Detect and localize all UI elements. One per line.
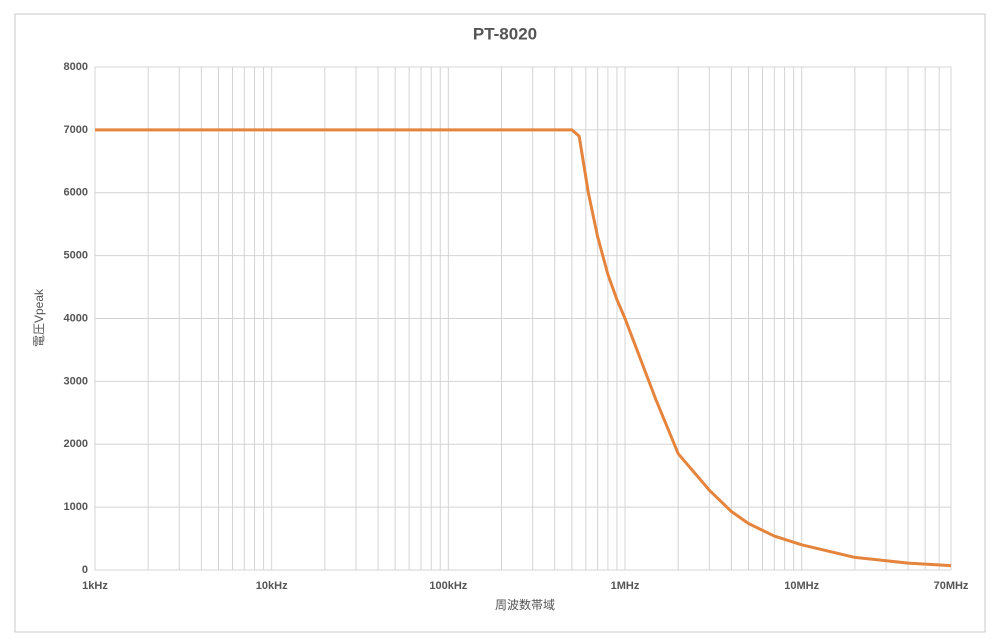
y-tick-label: 3000 — [64, 375, 88, 387]
y-tick-label: 2000 — [64, 438, 88, 450]
y-tick-label: 5000 — [64, 250, 88, 262]
x-tick-label: 70MHz — [934, 580, 969, 592]
chart-frame — [14, 13, 986, 633]
y-axis-label: 電圧Vpeak — [32, 288, 46, 347]
y-tick-label: 7000 — [64, 124, 88, 136]
x-tick-label: 10kHz — [256, 580, 288, 592]
x-tick-label: 1kHz — [82, 580, 108, 592]
y-tick-label: 6000 — [64, 187, 88, 199]
x-axis-label: 周波数帯域 — [495, 597, 555, 612]
y-tick-label: 0 — [82, 564, 88, 576]
y-tick-label: 1000 — [64, 501, 88, 513]
x-tick-label: 100kHz — [429, 580, 467, 592]
y-tick-label: 8000 — [64, 61, 88, 73]
data-line — [95, 128, 952, 568]
x-tick-label: 10MHz — [784, 580, 819, 592]
x-tick-label: 1MHz — [611, 580, 640, 592]
chart-title: PT-8020 — [473, 24, 537, 43]
y-tick-label: 4000 — [64, 312, 88, 324]
